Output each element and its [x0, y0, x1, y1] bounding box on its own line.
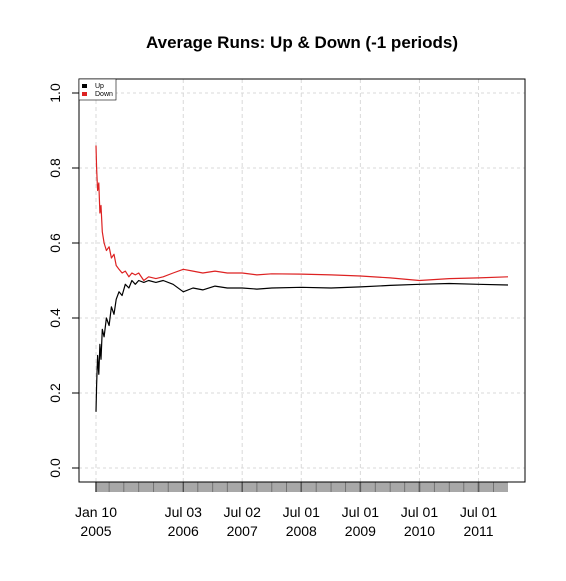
x-tick-label: Jul 01 2009 [342, 504, 380, 539]
y-tick-label: 0.2 [47, 383, 63, 403]
x-tick-label-line: Jul 01 [460, 504, 498, 520]
y-tick-label: 0.0 [47, 458, 63, 478]
x-tick-label: Jul 01 2008 [283, 504, 321, 539]
x-tick-label-line: Jul 01 [401, 504, 439, 520]
x-tick-label-line: 2010 [404, 523, 435, 539]
x-tick-label-line: Jul 01 [342, 504, 380, 520]
series-lines [95, 145, 509, 412]
legend-swatch [82, 92, 87, 96]
y-tick-label: 0.6 [47, 233, 63, 253]
y-tick-label: 0.8 [47, 158, 63, 178]
chart-title: Average Runs: Up & Down (-1 periods) [146, 33, 458, 52]
grid-lines [79, 79, 525, 482]
x-tick-label: Jul 01 2011 [460, 504, 498, 539]
x-axis: Jan 10 2005 Jul 03 2006 Jul 02 2007 Jul 01 2008… [75, 504, 497, 539]
x-tick-label-line: 2005 [80, 523, 111, 539]
y-tick-label: 0.4 [47, 308, 63, 328]
x-tick-label-line: 2011 [463, 523, 493, 539]
x-tick-label-line: Jul 02 [224, 504, 262, 520]
y-axis: 0.0 0.2 0.4 0.6 0.8 1.0 [47, 83, 80, 478]
series-line-down [95, 145, 509, 282]
x-tick-label-line: 2006 [168, 523, 199, 539]
x-tick-label: Jul 03 2006 [165, 504, 203, 539]
x-tick-label: Jul 01 2010 [401, 504, 439, 539]
x-tick-label-line: 2007 [227, 523, 258, 539]
x-axis-rug [95, 482, 508, 492]
x-tick-label-line: 2009 [345, 523, 376, 539]
x-tick-label-line: Jan 10 [75, 504, 117, 520]
series-line-up [95, 279, 509, 412]
x-tick-label-line: Jul 01 [283, 504, 321, 520]
legend-box [78, 78, 117, 101]
x-tick-label: Jan 10 2005 [75, 504, 117, 539]
y-tick-label: 1.0 [47, 83, 63, 103]
legend-swatch [82, 84, 87, 88]
x-tick-label-line: Jul 03 [165, 504, 203, 520]
x-tick-label: Jul 02 2007 [224, 504, 262, 539]
x-tick-label-line: 2008 [286, 523, 317, 539]
legend-label: Down [95, 91, 113, 98]
plot-frame [78, 78, 526, 483]
legend-label: Up [95, 83, 104, 90]
